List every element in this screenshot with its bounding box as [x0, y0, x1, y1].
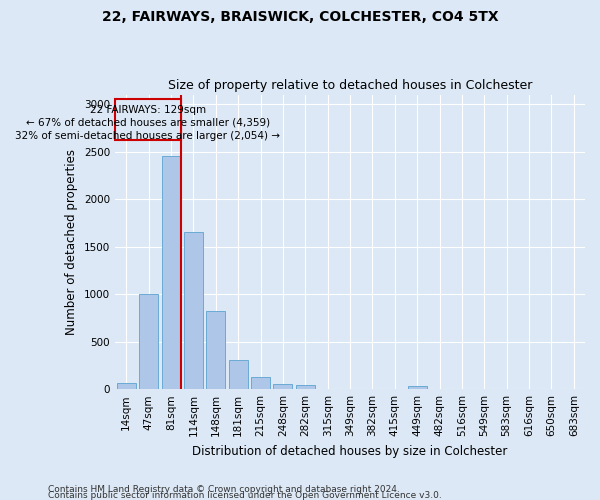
Bar [206, 311, 226, 389]
Text: Contains HM Land Registry data © Crown copyright and database right 2024.: Contains HM Land Registry data © Crown c… [48, 484, 400, 494]
Text: 22 FAIRWAYS: 129sqm: 22 FAIRWAYS: 129sqm [90, 105, 206, 115]
Bar [251, 377, 270, 389]
Bar [407, 386, 427, 389]
Bar [139, 294, 158, 389]
Y-axis label: Number of detached properties: Number of detached properties [65, 149, 79, 335]
Text: ← 67% of detached houses are smaller (4,359): ← 67% of detached houses are smaller (4,… [26, 118, 270, 128]
Text: 22, FAIRWAYS, BRAISWICK, COLCHESTER, CO4 5TX: 22, FAIRWAYS, BRAISWICK, COLCHESTER, CO4… [101, 10, 499, 24]
Text: Contains public sector information licensed under the Open Government Licence v3: Contains public sector information licen… [48, 490, 442, 500]
X-axis label: Distribution of detached houses by size in Colchester: Distribution of detached houses by size … [193, 444, 508, 458]
Text: 32% of semi-detached houses are larger (2,054) →: 32% of semi-detached houses are larger (… [16, 130, 280, 140]
Title: Size of property relative to detached houses in Colchester: Size of property relative to detached ho… [168, 79, 532, 92]
Bar [117, 384, 136, 389]
Bar [296, 385, 315, 389]
Bar [274, 384, 292, 389]
Bar [184, 232, 203, 389]
Bar [229, 360, 248, 389]
Bar [161, 156, 181, 389]
FancyBboxPatch shape [115, 100, 181, 140]
